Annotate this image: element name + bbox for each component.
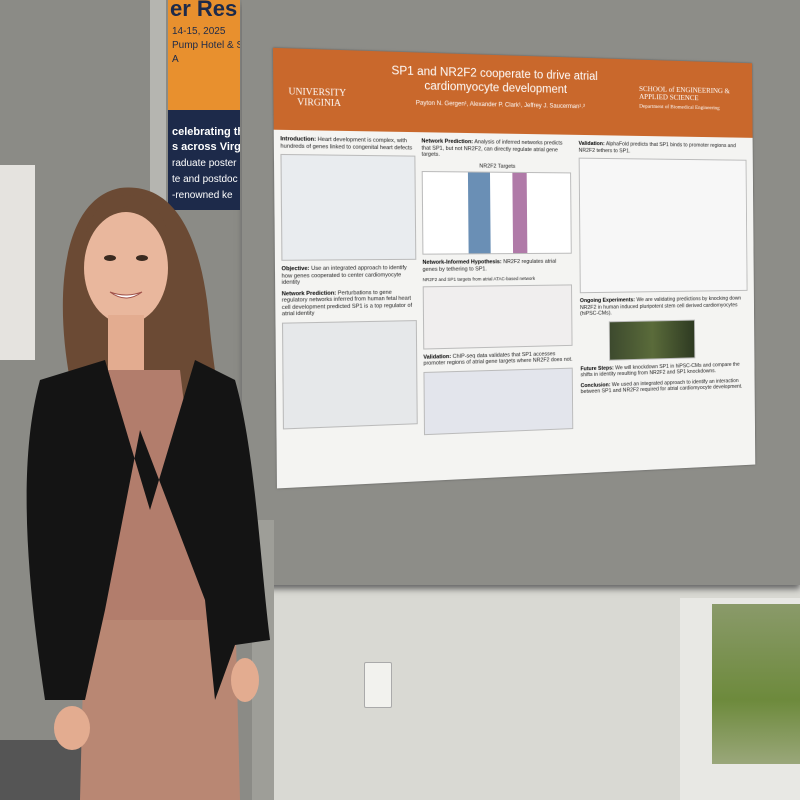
- jacket: [26, 360, 270, 700]
- banner-text: Pump Hotel & S: [172, 40, 240, 51]
- banner-text: 14-15, 2025: [172, 26, 226, 37]
- neck: [108, 315, 144, 370]
- hand: [54, 706, 90, 750]
- smile: [109, 291, 143, 299]
- paper-left: [0, 165, 35, 360]
- event-banner: er Res 14-15, 2025 Pump Hotel & S A cele…: [168, 0, 240, 210]
- window-view: [712, 604, 800, 764]
- face: [84, 212, 168, 324]
- banner-text: er Res: [170, 0, 238, 21]
- hair-front: [83, 195, 171, 260]
- eye: [136, 255, 148, 261]
- banner-text: celebrating th: [172, 126, 240, 138]
- outlet: [364, 662, 392, 708]
- hand: [231, 658, 259, 702]
- banner-text: A: [172, 54, 179, 65]
- eye: [104, 255, 116, 261]
- banner-text: te and postdoc: [172, 174, 238, 185]
- pants: [80, 600, 240, 800]
- banner-text: raduate poster: [172, 158, 237, 169]
- banner-text: -renowned ke: [172, 190, 233, 201]
- banner-text: s across Virgi: [172, 141, 240, 153]
